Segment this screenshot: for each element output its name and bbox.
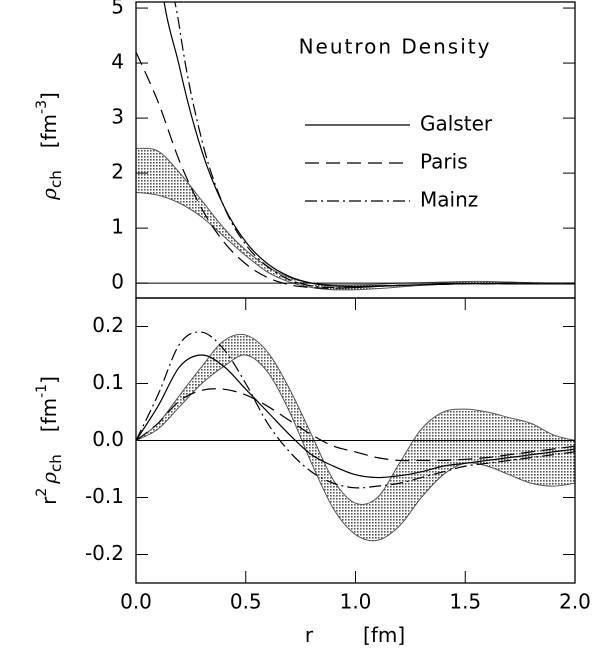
legend-label: Paris xyxy=(420,150,468,174)
uncertainty-band xyxy=(136,147,575,291)
x-axis-label: r [fm] xyxy=(305,623,405,647)
data-line xyxy=(136,354,575,479)
y-tick-label: 0 xyxy=(111,270,124,294)
chart-title: Neutron Density xyxy=(299,35,492,59)
y-tick-label: -0.1 xyxy=(85,484,124,508)
y-tick-label: 0.2 xyxy=(92,313,124,337)
y-tick-label: -0.2 xyxy=(85,541,124,565)
x-label-part: r xyxy=(305,623,314,647)
y-label-part: [fm xyxy=(37,114,61,148)
y-label-part: -1 xyxy=(34,384,50,398)
y-tick-label: 0.0 xyxy=(92,427,124,451)
y-label-part: ρ xyxy=(37,188,61,201)
y-tick-label: 1 xyxy=(111,215,124,239)
x-tick-label: 1.0 xyxy=(340,590,372,614)
data-line xyxy=(174,2,575,289)
plot-frame xyxy=(135,297,576,584)
data-line xyxy=(136,388,575,462)
y-tick-label: 3 xyxy=(111,105,124,129)
y-tick-label: 2 xyxy=(111,160,124,184)
y-label-part: ρ xyxy=(37,472,61,485)
x-tick-label: 0.5 xyxy=(230,590,262,614)
uncertainty-band xyxy=(136,333,575,542)
x-tick-label: 2.0 xyxy=(559,590,591,614)
x-tick-label: 0.0 xyxy=(120,590,152,614)
y-label-part: ch xyxy=(47,170,65,188)
y-label-part: -3 xyxy=(34,100,50,114)
y-tick-label: 4 xyxy=(111,50,124,74)
y-label-part: ] xyxy=(37,376,61,384)
y-label-part: ] xyxy=(37,92,61,100)
y-label-part: r xyxy=(37,496,61,505)
y-axis-label: ρch [fm-3] xyxy=(34,92,65,201)
y-tick-label: 0.1 xyxy=(92,370,124,394)
y-label-part: ch xyxy=(47,454,65,472)
y-axis-label: r2 ρch [fm-1] xyxy=(34,376,65,505)
y-tick-label: 5 xyxy=(111,0,124,19)
y-label-part: [fm xyxy=(37,398,61,432)
y-label-part: 2 xyxy=(34,488,50,497)
x-tick-label: 1.5 xyxy=(449,590,481,614)
legend-label: Galster xyxy=(420,112,493,136)
data-line xyxy=(136,331,575,489)
data-line xyxy=(136,51,575,289)
legend-label: Mainz xyxy=(420,188,478,212)
x-label-part: [fm] xyxy=(363,623,405,647)
plot-area xyxy=(136,331,575,542)
